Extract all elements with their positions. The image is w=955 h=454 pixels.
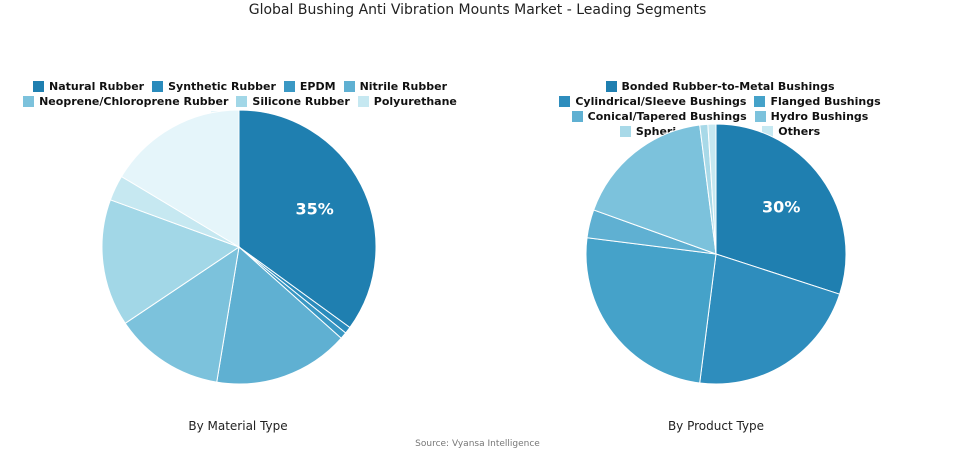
legend-item-epdm: EPDM <box>283 80 336 93</box>
pie-slice-nitrile-rubber <box>216 246 342 385</box>
legend-label: Others <box>778 125 821 138</box>
legend-label: Nitrile Rubber <box>359 80 447 93</box>
legend-label: Cylindrical/Sleeve Bushings <box>575 95 747 108</box>
caption-product: By Product Type <box>667 419 765 433</box>
legend-swatch <box>754 111 766 122</box>
legend-label: Silicone Rubber <box>252 95 350 108</box>
pie-slice-bonded-rubber-to-metal-bushings <box>715 123 847 295</box>
page-title: Global Bushing Anti Vibration Mounts Mar… <box>248 2 707 18</box>
pie-slice-silicone-rubber <box>101 199 241 324</box>
pie-slice-neoprene-chloroprene-rubber <box>124 245 240 383</box>
caption-material: By Material Type <box>188 419 288 433</box>
legend-item-neoprene-chloroprene-rubber: Neoprene/Chloroprene Rubber <box>23 95 228 108</box>
legend-item-conical-tapered-bushings: Conical/Tapered Bushings <box>571 110 747 123</box>
legend-swatch <box>559 96 571 107</box>
pie-slice-natural-rubber <box>238 109 377 329</box>
legend-item-natural-rubber: Natural Rubber <box>33 80 144 93</box>
legend-label: Polyurethane <box>373 95 457 108</box>
pie-slice-hydro-bushings <box>593 124 717 255</box>
legend-swatch <box>152 81 164 92</box>
legend-product: Bonded Rubber-to-Metal Bushings Cylindric… <box>510 80 930 138</box>
legend-swatch <box>343 81 355 92</box>
legend-label: Hydro Bushings <box>770 110 869 123</box>
legend-swatch <box>33 81 44 92</box>
legend-swatch <box>605 81 617 92</box>
legend-item-silicone-rubber: Silicone Rubber <box>236 95 350 108</box>
legend-label: Flanged Bushings <box>770 95 881 108</box>
legend-item-bonded-rubber-to-metal-bushings: Bonded Rubber-to-Metal Bushings <box>605 80 835 93</box>
legend-swatch <box>283 81 295 92</box>
pie-slice-others <box>707 123 717 255</box>
legend-swatch <box>619 126 631 137</box>
legend-swatch <box>762 126 774 137</box>
pie-data-label-natural-rubber: 35% <box>296 199 334 218</box>
pie-slice-cylindrical-sleeve-bushings <box>699 253 841 385</box>
source-note: Source: Vyansa Intelligence <box>415 439 540 449</box>
legend-label: Natural Rubber <box>49 80 145 93</box>
legend-item-polyurethane: Polyurethane <box>357 95 457 108</box>
legend-item-flanged-bushings: Flanged Bushings <box>754 95 881 108</box>
legend-label: Neoprene/Chloroprene Rubber <box>39 95 229 108</box>
pie-chart-product: 30% <box>585 123 847 385</box>
pie-chart-material: 35% <box>101 109 377 385</box>
legend-label: Conical/Tapered Bushings <box>587 110 747 123</box>
legend-material: Natural Rubber Synthetic Rubber EPDM Nitril… <box>10 80 470 123</box>
legend-item-synthetic-rubber: Synthetic Rubber <box>152 80 276 93</box>
pie-data-label-bonded-rubber-to-metal-bushings: 30% <box>762 198 800 217</box>
legend-swatch <box>23 96 35 107</box>
pie-slice-flanged-bushings <box>585 237 717 384</box>
legend-swatch <box>357 96 369 107</box>
legend-swatch <box>754 96 766 107</box>
legend-label: Bonded Rubber-to-Metal Bushings <box>621 80 835 93</box>
legend-item-nitrile-rubber: Nitrile Rubber <box>343 80 447 93</box>
legend-item-hydro-bushings: Hydro Bushings <box>754 110 869 123</box>
legend-label: Synthetic Rubber <box>168 80 276 93</box>
legend-label: EPDM <box>299 80 336 93</box>
legend-swatch <box>236 96 248 107</box>
legend-swatch <box>571 111 583 122</box>
pie-slice-others <box>120 109 240 248</box>
legend-item-others: Others <box>762 125 820 138</box>
legend-item-cylindrical-sleeve-bushings: Cylindrical/Sleeve Bushings <box>559 95 746 108</box>
